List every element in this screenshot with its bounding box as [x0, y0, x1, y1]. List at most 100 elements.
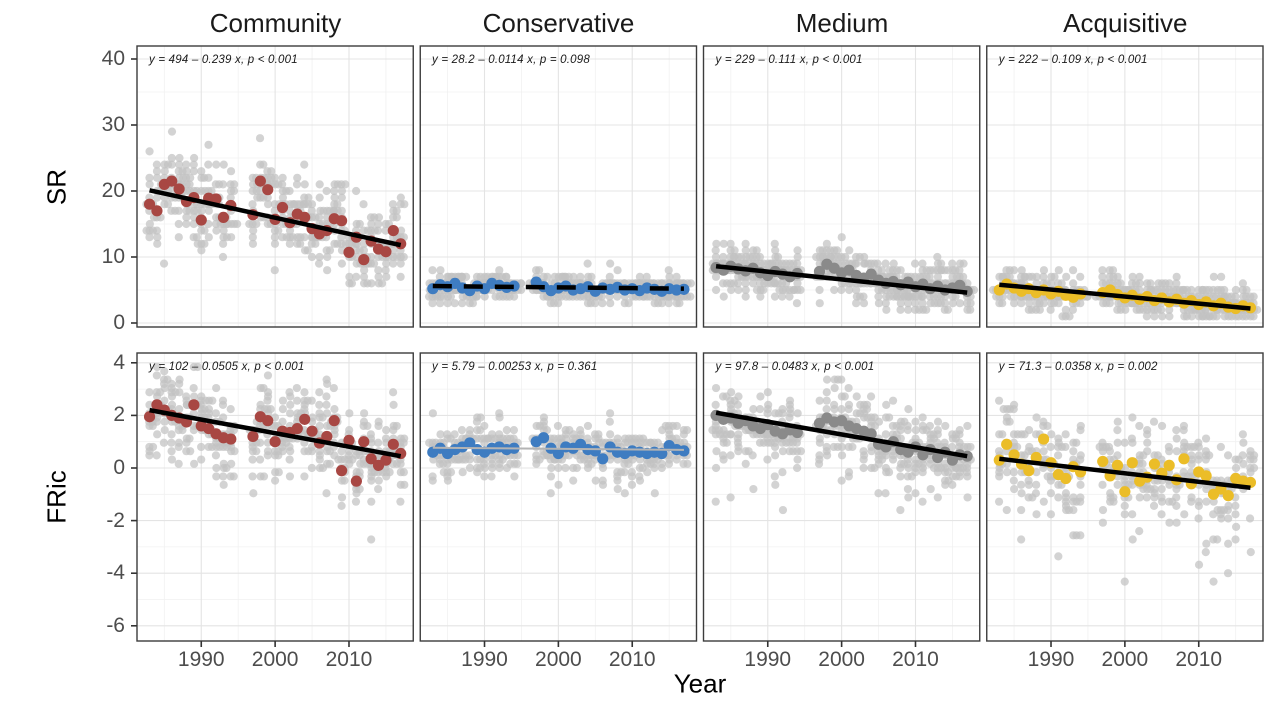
raw-point [1120, 438, 1129, 447]
raw-point [270, 266, 279, 275]
raw-point [204, 173, 213, 182]
raw-point [374, 272, 383, 281]
raw-point [252, 219, 261, 229]
raw-point [263, 451, 272, 460]
raw-point [1202, 497, 1211, 506]
raw-point [1046, 442, 1055, 452]
x-tick-label: 1990 [1027, 648, 1075, 671]
raw-point [285, 472, 295, 481]
raw-point [396, 226, 406, 235]
raw-point [1194, 438, 1203, 447]
raw-point [502, 272, 511, 281]
raw-point [1076, 455, 1085, 464]
raw-point [315, 252, 324, 262]
mean-point [387, 438, 399, 450]
y-tick-label: 4 [113, 350, 125, 374]
raw-point [189, 219, 198, 229]
raw-point [174, 206, 183, 215]
raw-point [963, 493, 972, 502]
raw-point [1113, 451, 1122, 460]
raw-point [1232, 522, 1241, 532]
raw-point [896, 266, 905, 275]
raw-point [922, 305, 931, 314]
raw-point [465, 463, 475, 473]
raw-point [1213, 285, 1222, 295]
raw-point [1157, 484, 1166, 494]
raw-point [285, 186, 294, 196]
raw-point [142, 226, 151, 235]
raw-point [576, 272, 585, 281]
raw-point [352, 272, 361, 281]
mean-point [1030, 451, 1042, 464]
raw-point [229, 472, 238, 481]
raw-point [424, 292, 434, 301]
raw-point [830, 285, 839, 295]
raw-point [841, 252, 850, 262]
raw-point [282, 233, 291, 242]
mean-point [173, 183, 185, 195]
raw-point [837, 285, 846, 295]
raw-point [903, 459, 912, 468]
raw-point [587, 272, 596, 281]
mean-point [813, 265, 826, 278]
raw-point [233, 219, 242, 229]
raw-point [789, 285, 799, 295]
raw-point [263, 200, 273, 209]
raw-point [859, 463, 868, 473]
raw-point [711, 400, 720, 409]
raw-point [382, 426, 391, 435]
raw-point [1009, 266, 1019, 275]
raw-point [212, 383, 221, 393]
raw-point [955, 468, 964, 477]
raw-point [1157, 421, 1167, 431]
gridlines [986, 46, 1263, 327]
raw-point [903, 299, 913, 308]
raw-point [881, 259, 890, 268]
raw-point [852, 392, 861, 401]
raw-point [635, 476, 645, 485]
raw-point [1132, 305, 1141, 314]
x-tick-label: 2010 [1175, 648, 1223, 671]
raw-point [683, 459, 692, 468]
raw-point [270, 206, 279, 215]
raw-point [300, 388, 309, 397]
trend-line-fric-medium [715, 410, 968, 459]
raw-point [606, 259, 615, 268]
raw-point [733, 434, 742, 443]
raw-point [226, 193, 235, 202]
raw-point [793, 409, 802, 418]
raw-point [337, 501, 346, 510]
raw-point [554, 299, 563, 308]
raw-point [455, 455, 464, 464]
raw-point [635, 272, 644, 281]
raw-point [270, 239, 280, 248]
raw-point [374, 219, 383, 229]
raw-point [845, 285, 854, 295]
raw-point [664, 299, 673, 308]
raw-point [255, 455, 265, 464]
raw-point [930, 299, 939, 308]
raw-point [315, 421, 324, 431]
raw-point [399, 252, 408, 262]
raw-point [1238, 430, 1247, 439]
raw-point [1039, 272, 1048, 281]
raw-point [396, 259, 405, 268]
raw-point [874, 417, 884, 426]
raw-point [212, 226, 221, 235]
raw-point [189, 160, 198, 169]
raw-point [756, 292, 765, 301]
raw-point [1231, 510, 1240, 519]
raw-point [160, 367, 169, 376]
raw-point [643, 468, 652, 477]
raw-point [1105, 447, 1114, 456]
raw-point [267, 167, 276, 176]
raw-point [911, 434, 920, 443]
raw-point [837, 375, 846, 384]
raw-point [727, 285, 736, 295]
raw-point [711, 272, 721, 281]
raw-point [307, 252, 317, 262]
raw-point [1172, 434, 1181, 443]
y-tick-label: 0 [113, 311, 125, 334]
raw-point [1165, 518, 1174, 527]
raw-point [583, 434, 592, 443]
